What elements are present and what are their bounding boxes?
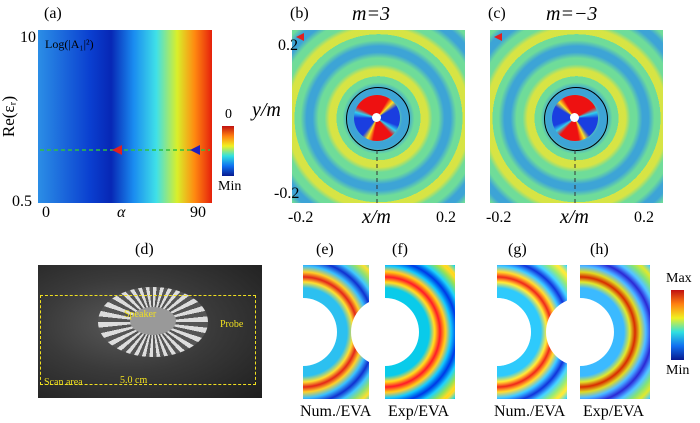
arrow <box>296 33 304 41</box>
x-axis-label: α <box>117 204 126 221</box>
panel-label: (e) <box>316 241 334 258</box>
arrow <box>494 33 502 41</box>
heatmap <box>38 30 212 203</box>
colorbar-tick: Min <box>666 363 690 378</box>
center <box>570 113 579 122</box>
photo <box>38 265 262 398</box>
annotation: Probe <box>220 319 244 330</box>
x-tick-label: -0.2 <box>288 209 314 226</box>
panel-label: (h) <box>590 241 609 258</box>
y-tick-label: -0.2 <box>274 185 300 202</box>
panel-title: m=−3 <box>546 3 598 25</box>
x-tick-label: -0.2 <box>486 209 512 226</box>
caption: Num./EVA <box>494 403 566 420</box>
caption: Num./EVA <box>300 403 372 420</box>
center <box>372 113 381 122</box>
x-tick-label: 0 <box>42 204 50 221</box>
panel-label: (g) <box>508 241 527 258</box>
circle <box>544 87 608 151</box>
panel-label: (b) <box>290 5 309 22</box>
panel-label: (c) <box>488 5 506 22</box>
annotation: 5.0 cm <box>120 375 148 386</box>
colorbar-tick: 0 <box>225 107 232 122</box>
colorbar <box>671 290 684 360</box>
x-axis-label: x/m <box>362 206 391 228</box>
x-tick-label: 0.2 <box>436 209 456 226</box>
y-tick-label: 0.5 <box>12 193 32 210</box>
colorbar <box>222 126 234 176</box>
y-tick-label: 0.2 <box>278 37 298 54</box>
circle <box>346 87 410 151</box>
y-axis-label: y/m <box>252 99 281 121</box>
caption: Exp/EVA <box>583 403 645 420</box>
inset-label: Log(|A₁|²) <box>45 37 94 51</box>
panel-label: (d) <box>135 241 154 258</box>
caption: Exp/EVA <box>388 403 450 420</box>
panel-label: (a) <box>44 5 62 22</box>
y-tick-label: 10 <box>20 29 36 46</box>
colorbar-tick: Max <box>666 271 692 286</box>
x-tick-label: 0.2 <box>634 209 654 226</box>
panel-label: (f) <box>392 241 408 258</box>
arrow <box>112 145 122 155</box>
x-tick-label: 90 <box>190 204 206 221</box>
field-map <box>463 265 567 399</box>
arrow <box>190 145 200 155</box>
annotation: Scan area <box>44 377 83 388</box>
speaker <box>130 307 176 335</box>
field-map <box>490 30 663 203</box>
field-map <box>351 265 455 399</box>
x-axis-label: x/m <box>560 206 589 228</box>
field-map <box>546 265 650 399</box>
field-map <box>292 30 465 203</box>
scan-area <box>40 295 256 385</box>
colorbar-tick: Min <box>218 179 242 194</box>
panel-title: m=3 <box>352 3 390 25</box>
annotation: Speaker <box>124 309 157 320</box>
